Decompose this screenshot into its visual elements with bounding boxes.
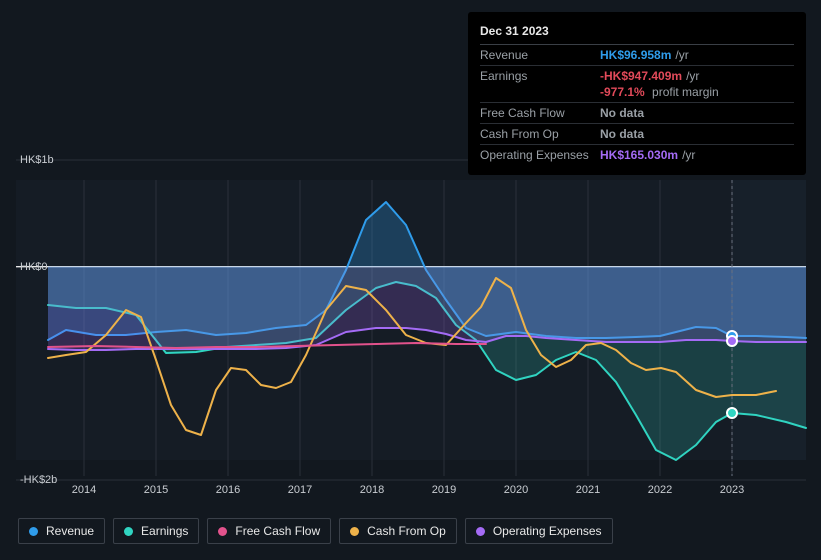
x-axis-label: 2023	[720, 484, 744, 496]
x-axis-label: 2016	[216, 484, 240, 496]
x-axis-label: 2014	[72, 484, 96, 496]
legend-dot	[350, 527, 359, 536]
legend-dot	[218, 527, 227, 536]
tooltip-row-label: Operating Expenses	[480, 148, 600, 162]
x-axis-labels: 2014 2015 2016 2017 2018 2019 2020 2021 2022 2023	[16, 484, 806, 500]
tooltip-row-value: HK$96.958m	[600, 48, 671, 62]
x-axis-label: 2018	[360, 484, 384, 496]
tooltip-row: RevenueHK$96.958m/yr	[480, 45, 794, 66]
tooltip-row: Free Cash FlowNo data	[480, 103, 794, 124]
chart-plot[interactable]: HK$1bHK$0-HK$2b	[16, 160, 806, 480]
legend-dot	[29, 527, 38, 536]
data-tooltip: Dec 31 2023 RevenueHK$96.958m/yrEarnings…	[468, 12, 806, 175]
tooltip-row-suffix: /yr	[682, 148, 695, 162]
tooltip-row-label: Free Cash Flow	[480, 106, 600, 120]
tooltip-row: Cash From OpNo data	[480, 124, 794, 145]
x-axis-label: 2021	[576, 484, 600, 496]
x-axis-label: 2015	[144, 484, 168, 496]
tooltip-row: Earnings-HK$947.409m/yr -977.1% profit ma…	[480, 66, 794, 103]
tooltip-row-suffix: /yr	[686, 69, 699, 83]
x-axis-label: 2022	[648, 484, 672, 496]
legend-label: Free Cash Flow	[235, 524, 320, 538]
tooltip-row-value: No data	[600, 127, 644, 141]
legend-item[interactable]: Cash From Op	[339, 518, 457, 544]
tooltip-row-label: Earnings	[480, 69, 600, 99]
tooltip-row-value: HK$165.030m	[600, 148, 678, 162]
legend-item[interactable]: Revenue	[18, 518, 105, 544]
legend-label: Cash From Op	[367, 524, 446, 538]
x-axis-label: 2020	[504, 484, 528, 496]
chart-svg	[16, 160, 806, 480]
tooltip-row: Operating ExpensesHK$165.030m/yr	[480, 145, 794, 165]
legend-label: Revenue	[46, 524, 94, 538]
tooltip-row-subvalue: -977.1%	[600, 85, 645, 99]
x-axis-label: 2017	[288, 484, 312, 496]
legend-item[interactable]: Operating Expenses	[465, 518, 613, 544]
tooltip-row-suffix: /yr	[675, 48, 688, 62]
tooltip-row-label: Cash From Op	[480, 127, 600, 141]
legend-label: Operating Expenses	[493, 524, 602, 538]
legend-label: Earnings	[141, 524, 188, 538]
chart-legend: Revenue Earnings Free Cash Flow Cash From O…	[18, 518, 613, 544]
tooltip-title: Dec 31 2023	[480, 20, 794, 45]
legend-dot	[476, 527, 485, 536]
legend-item[interactable]: Earnings	[113, 518, 199, 544]
legend-item[interactable]: Free Cash Flow	[207, 518, 331, 544]
x-axis-label: 2019	[432, 484, 456, 496]
tooltip-row-label: Revenue	[480, 48, 600, 62]
tooltip-row-value: No data	[600, 106, 644, 120]
tooltip-row-value: -HK$947.409m	[600, 69, 682, 83]
legend-dot	[124, 527, 133, 536]
tooltip-row-subtext: profit margin	[649, 85, 719, 99]
